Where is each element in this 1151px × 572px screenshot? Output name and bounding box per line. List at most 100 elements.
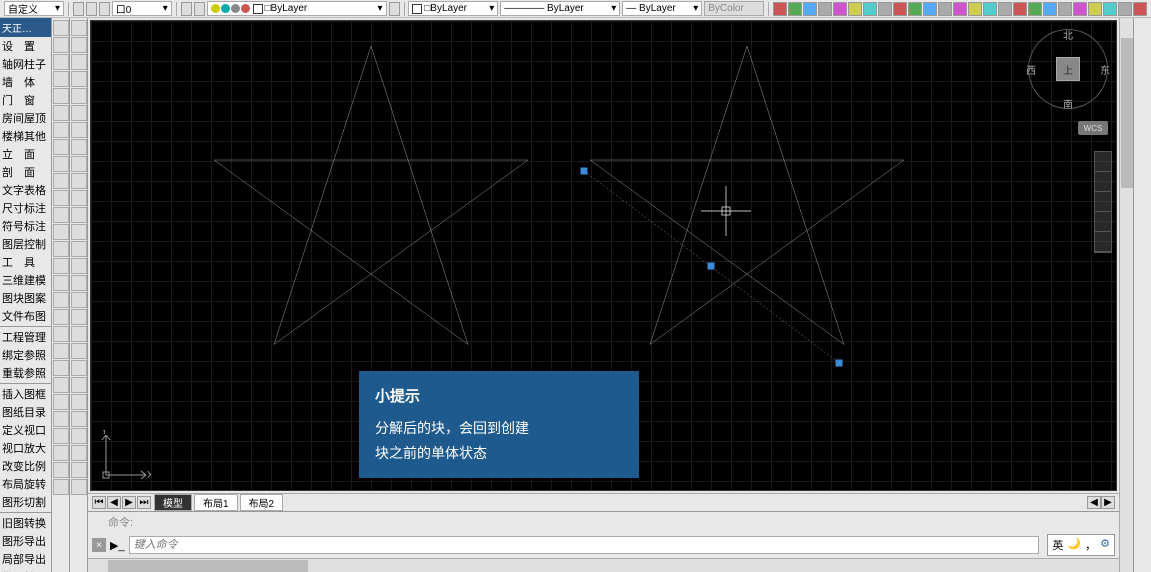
icon-btn[interactable] [389, 2, 400, 16]
tool-button[interactable] [53, 411, 69, 427]
tool-button[interactable] [71, 292, 87, 308]
menu-item[interactable]: 三维建模 [0, 271, 51, 289]
viewcube[interactable]: 上 北 南 东 西 [1028, 29, 1108, 109]
tool-button[interactable] [71, 258, 87, 274]
menu-item[interactable]: 插入图框 [0, 385, 51, 403]
horizontal-scrollbar[interactable] [88, 558, 1119, 572]
tool-button[interactable] [71, 326, 87, 342]
toolbar-icon[interactable] [788, 2, 802, 16]
tool-button[interactable] [53, 88, 69, 104]
toolbar-icon[interactable] [998, 2, 1012, 16]
navigation-bar[interactable] [1094, 151, 1112, 253]
tab-nav-arrows[interactable]: ⏮◀▶⏭ [92, 496, 152, 509]
tool-button[interactable] [53, 360, 69, 376]
tool-button[interactable] [71, 190, 87, 206]
toolbar-icon[interactable] [1058, 2, 1072, 16]
menu-item[interactable]: 图块图案 [0, 289, 51, 307]
menu-item[interactable]: 尺寸标注 [0, 199, 51, 217]
toolbar-icon[interactable] [1043, 2, 1057, 16]
layer-freeze-icon[interactable] [194, 2, 205, 16]
linetype-dropdown[interactable]: ———— ByLayer▾ [500, 1, 620, 16]
tool-button[interactable] [71, 207, 87, 223]
scroll-right-icon[interactable]: ▶ [1101, 496, 1115, 509]
tool-button[interactable] [53, 428, 69, 444]
tool-button[interactable] [71, 224, 87, 240]
tool-button[interactable] [53, 224, 69, 240]
tool-button[interactable] [71, 411, 87, 427]
tool-button[interactable] [53, 71, 69, 87]
menu-item[interactable]: 剖 面 [0, 163, 51, 181]
menu-item[interactable]: 批量转旧 [0, 568, 51, 572]
icon-btn[interactable] [99, 2, 110, 16]
tool-button[interactable] [53, 275, 69, 291]
tool-button[interactable] [71, 479, 87, 495]
menu-item[interactable]: 改变比例 [0, 457, 51, 475]
tool-button[interactable] [71, 394, 87, 410]
icon-btn[interactable] [73, 2, 84, 16]
lineweight-dropdown[interactable]: — ByLayer▾ [622, 1, 702, 16]
tool-button[interactable] [53, 241, 69, 257]
toolbar-icon[interactable] [893, 2, 907, 16]
toolbar-icon[interactable] [1133, 2, 1147, 16]
tool-button[interactable] [71, 275, 87, 291]
scroll-left-icon[interactable]: ◀ [1087, 496, 1101, 509]
close-cmd-icon[interactable]: × [92, 538, 106, 552]
menu-item[interactable]: 绑定参照 [0, 346, 51, 364]
tool-button[interactable] [53, 445, 69, 461]
tool-button[interactable] [53, 139, 69, 155]
menu-item[interactable]: 布局旋转 [0, 475, 51, 493]
style-dropdown[interactable]: 自定义▾ [4, 1, 64, 16]
tab-layout2[interactable]: 布局2 [240, 494, 284, 511]
tool-button[interactable] [71, 241, 87, 257]
toolbar-icon[interactable] [863, 2, 877, 16]
color-dropdown[interactable]: □ByLayer▾ [408, 1, 498, 16]
toolbar-icon[interactable] [938, 2, 952, 16]
toolbar-icon[interactable] [848, 2, 862, 16]
menu-item[interactable]: 视口放大 [0, 439, 51, 457]
command-input[interactable] [129, 536, 1040, 554]
tool-button[interactable] [53, 54, 69, 70]
tool-button[interactable] [71, 105, 87, 121]
tool-button[interactable] [71, 309, 87, 325]
tab-model[interactable]: 模型 [154, 494, 192, 511]
menu-item[interactable]: 定义视口 [0, 421, 51, 439]
tool-button[interactable] [71, 139, 87, 155]
toolbar-icon[interactable] [818, 2, 832, 16]
tool-button[interactable] [53, 343, 69, 359]
tool-button[interactable] [71, 20, 87, 36]
toolbar-icon[interactable] [983, 2, 997, 16]
tool-button[interactable] [53, 20, 69, 36]
wcs-badge[interactable]: WCS [1078, 121, 1108, 135]
toolbar-icon[interactable] [803, 2, 817, 16]
tool-button[interactable] [71, 462, 87, 478]
toolbar-icon[interactable] [1088, 2, 1102, 16]
viewport[interactable]: XY 小提示 分解后的块，会回到创建 块之前的单体状态 上 北 南 东 西 WC… [91, 21, 1116, 490]
vertical-scrollbar[interactable] [1119, 18, 1133, 572]
menu-item[interactable]: 图纸目录 [0, 403, 51, 421]
tool-button[interactable] [71, 54, 87, 70]
toolbar-icon[interactable] [1118, 2, 1132, 16]
menu-item[interactable]: 立 面 [0, 145, 51, 163]
tool-button[interactable] [71, 173, 87, 189]
tool-button[interactable] [71, 37, 87, 53]
tool-button[interactable] [53, 37, 69, 53]
icon-btn[interactable] [86, 2, 97, 16]
tool-button[interactable] [53, 394, 69, 410]
menu-item[interactable]: 轴网柱子 [0, 55, 51, 73]
menu-item[interactable]: 楼梯其他 [0, 127, 51, 145]
tool-button[interactable] [71, 343, 87, 359]
menu-item[interactable]: 图形切割 [0, 493, 51, 511]
tab-layout1[interactable]: 布局1 [194, 494, 238, 511]
tool-button[interactable] [53, 462, 69, 478]
tool-button[interactable] [71, 122, 87, 138]
menu-item[interactable]: 房间屋顶 [0, 109, 51, 127]
menu-item[interactable]: 工 具 [0, 253, 51, 271]
menu-item[interactable]: 旧图转换 [0, 514, 51, 532]
tool-button[interactable] [53, 292, 69, 308]
toolbar-icon[interactable] [773, 2, 787, 16]
block-dropdown[interactable]: 口0▾ [112, 1, 172, 16]
toolbar-icon[interactable] [1103, 2, 1117, 16]
layer-icon[interactable] [181, 2, 192, 16]
menu-item[interactable]: 图形导出 [0, 532, 51, 550]
tool-button[interactable] [71, 71, 87, 87]
